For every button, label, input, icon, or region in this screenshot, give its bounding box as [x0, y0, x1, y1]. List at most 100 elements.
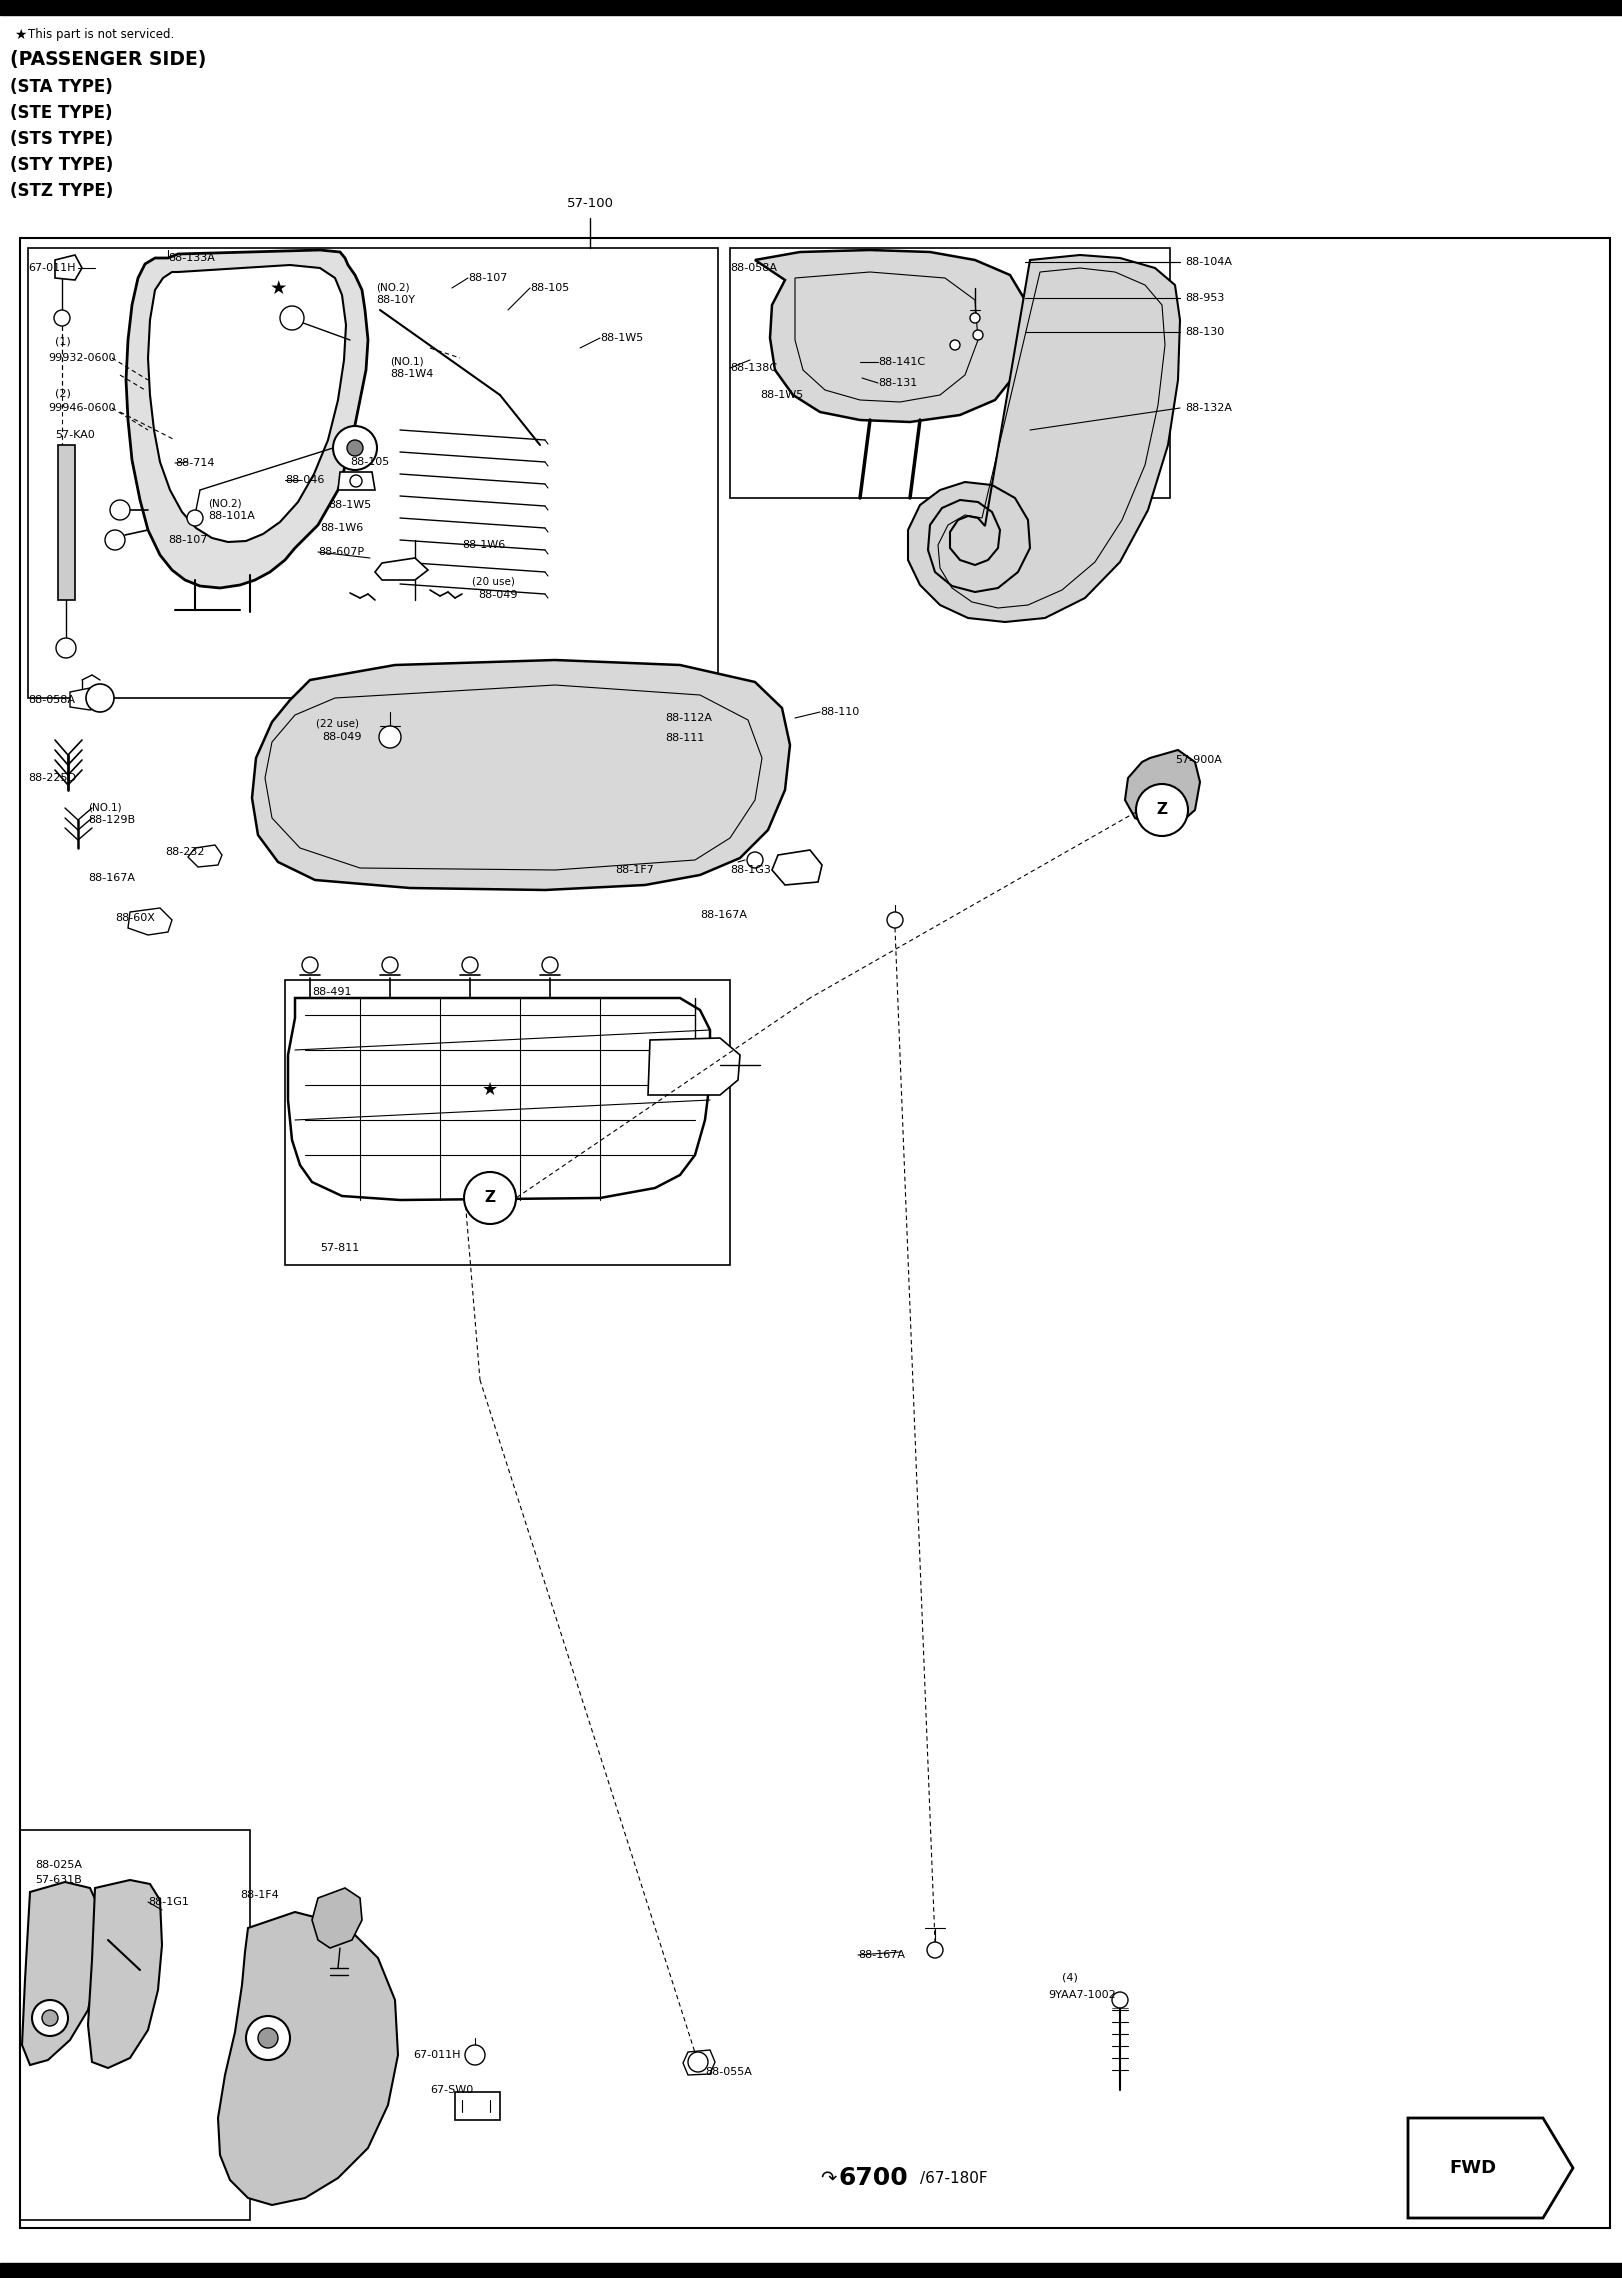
Text: 9YAA7-1002: 9YAA7-1002 — [1048, 1991, 1116, 2000]
Text: ★: ★ — [482, 1082, 498, 1098]
Text: 88-60X: 88-60X — [115, 913, 154, 923]
Text: 67-011H: 67-011H — [414, 2050, 461, 2059]
Bar — [19, 237, 1611, 2228]
Text: 88-1F4: 88-1F4 — [240, 1891, 279, 1900]
Text: 88-130: 88-130 — [1186, 328, 1225, 337]
Text: (NO.1): (NO.1) — [88, 804, 122, 813]
Circle shape — [1113, 1991, 1127, 2007]
Ellipse shape — [1135, 784, 1187, 836]
Circle shape — [187, 510, 203, 526]
Polygon shape — [375, 558, 428, 581]
Text: 57-900A: 57-900A — [1174, 754, 1221, 765]
Polygon shape — [70, 688, 105, 711]
Text: 99946-0600: 99946-0600 — [49, 403, 115, 412]
Circle shape — [887, 911, 903, 927]
Text: 88-1G1: 88-1G1 — [148, 1898, 188, 1907]
Text: (4): (4) — [1062, 1973, 1079, 1984]
Text: 88-1W6: 88-1W6 — [462, 540, 504, 549]
Text: 88-1W6: 88-1W6 — [320, 524, 363, 533]
Text: 88-714: 88-714 — [175, 458, 214, 467]
Text: (NO.1): (NO.1) — [389, 358, 423, 367]
Circle shape — [462, 957, 478, 973]
Bar — [730, 248, 1169, 499]
Bar — [456, 2091, 500, 2121]
Text: (PASSENGER SIDE): (PASSENGER SIDE) — [10, 50, 206, 68]
Text: 88-129B: 88-129B — [88, 816, 135, 825]
Text: 88-058A: 88-058A — [28, 695, 75, 704]
Text: (1): (1) — [55, 337, 71, 346]
Polygon shape — [217, 1911, 397, 2205]
Circle shape — [57, 638, 76, 658]
Text: 67-011H: 67-011H — [28, 262, 76, 273]
Text: 88-049: 88-049 — [323, 731, 362, 743]
Polygon shape — [23, 1882, 101, 2064]
Text: FWD: FWD — [1450, 2160, 1497, 2178]
Text: 88-107: 88-107 — [169, 535, 208, 544]
Text: (STZ TYPE): (STZ TYPE) — [10, 182, 114, 200]
Text: 88-491: 88-491 — [311, 986, 352, 998]
Polygon shape — [772, 850, 822, 884]
Text: 88-132A: 88-132A — [1186, 403, 1233, 412]
Text: 88-167A: 88-167A — [701, 909, 748, 920]
Text: 88-104A: 88-104A — [1186, 257, 1233, 267]
Circle shape — [928, 1943, 942, 1959]
Text: 88-058A: 88-058A — [730, 262, 777, 273]
Polygon shape — [88, 1879, 162, 2068]
Text: 88-105: 88-105 — [530, 282, 569, 294]
Text: 88-055A: 88-055A — [706, 2066, 753, 2078]
Polygon shape — [128, 909, 172, 934]
Text: 88-607P: 88-607P — [318, 547, 363, 558]
Circle shape — [32, 2000, 68, 2037]
Text: 88-10Y: 88-10Y — [376, 294, 415, 305]
Text: ★: ★ — [15, 27, 26, 41]
Text: 88-111: 88-111 — [665, 734, 704, 743]
Text: 57-100: 57-100 — [566, 196, 613, 210]
Ellipse shape — [464, 1171, 516, 1223]
Circle shape — [950, 339, 960, 351]
Text: 88-133A: 88-133A — [169, 253, 214, 262]
Circle shape — [42, 2009, 58, 2025]
Circle shape — [466, 2046, 485, 2064]
Circle shape — [973, 330, 983, 339]
Polygon shape — [683, 2050, 715, 2075]
Text: 88-1W5: 88-1W5 — [328, 499, 371, 510]
Text: 57-631B: 57-631B — [36, 1875, 81, 1884]
Text: (20 use): (20 use) — [472, 576, 514, 588]
Text: 88-138C: 88-138C — [730, 362, 777, 374]
Text: 88-1W5: 88-1W5 — [600, 333, 644, 344]
Text: /67-180F: /67-180F — [920, 2171, 988, 2185]
Text: (STE TYPE): (STE TYPE) — [10, 105, 112, 123]
Text: 88-107: 88-107 — [469, 273, 508, 282]
Bar — [28, 248, 719, 697]
Text: 88-225D: 88-225D — [28, 772, 76, 784]
Text: 88-025A: 88-025A — [36, 1861, 83, 1870]
Polygon shape — [289, 998, 710, 1201]
Text: 88-167A: 88-167A — [88, 872, 135, 884]
Bar — [0, 0, 1622, 16]
Text: (STS TYPE): (STS TYPE) — [10, 130, 114, 148]
Polygon shape — [337, 472, 375, 490]
Text: (NO.2): (NO.2) — [208, 499, 242, 508]
Text: 88-167A: 88-167A — [858, 1950, 905, 1959]
Polygon shape — [649, 1039, 740, 1096]
Text: 88-131: 88-131 — [878, 378, 918, 387]
Text: Z: Z — [485, 1191, 495, 1205]
Text: 88-049: 88-049 — [478, 590, 517, 599]
Text: 88-141C: 88-141C — [878, 358, 925, 367]
Text: (NO.2): (NO.2) — [376, 282, 410, 294]
Text: (2): (2) — [55, 387, 71, 399]
Text: 88-1G3: 88-1G3 — [730, 866, 770, 875]
Polygon shape — [311, 1888, 362, 1948]
Circle shape — [54, 310, 70, 326]
Text: (STY TYPE): (STY TYPE) — [10, 155, 114, 173]
Polygon shape — [1408, 2119, 1573, 2219]
Polygon shape — [754, 251, 1025, 421]
Polygon shape — [251, 661, 790, 891]
Polygon shape — [1126, 749, 1200, 827]
Text: 88-1F7: 88-1F7 — [615, 866, 654, 875]
Circle shape — [258, 2027, 277, 2048]
Text: ★: ★ — [269, 278, 287, 298]
Circle shape — [383, 957, 397, 973]
Polygon shape — [127, 251, 368, 588]
Text: 57-KA0: 57-KA0 — [55, 431, 94, 440]
